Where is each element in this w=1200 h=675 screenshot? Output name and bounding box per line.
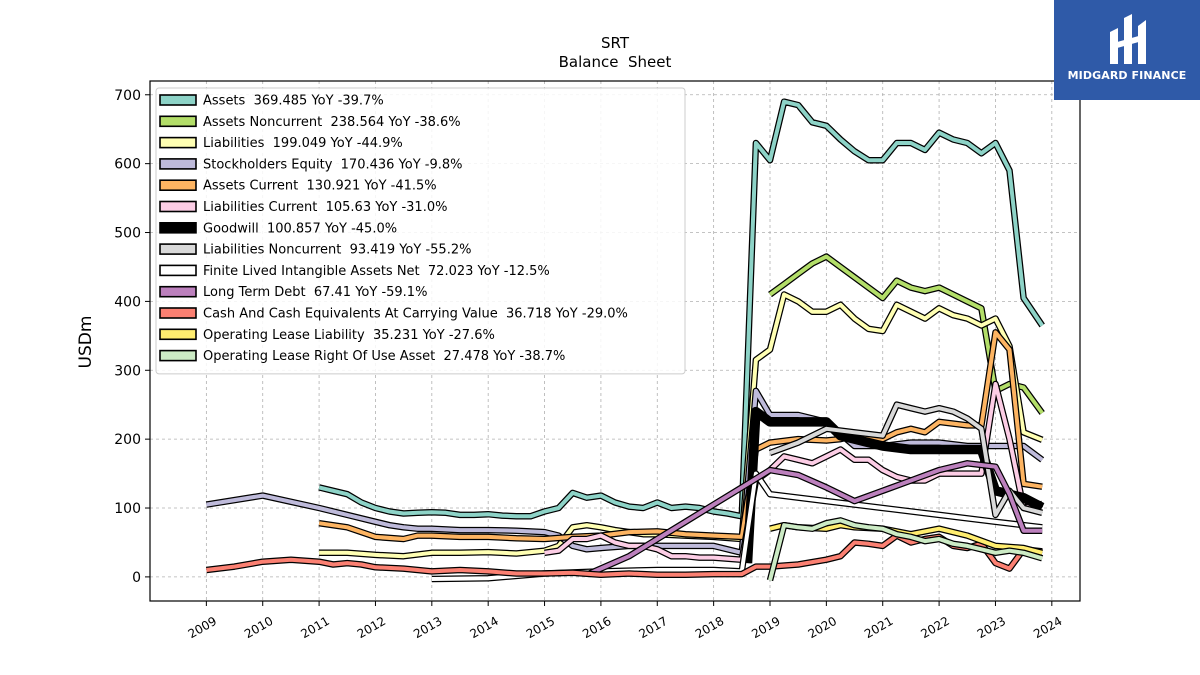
x-tick-label: 2013 [411, 614, 444, 641]
series-line-0 [318, 98, 1045, 520]
legend-label: Long Term Debt 67.41 YoY -59.1% [203, 285, 427, 300]
series-stroke [769, 402, 1043, 517]
series-stroke [768, 254, 1044, 415]
midgard-finance-logo: MIDGARD FINANCE [1054, 0, 1200, 100]
legend-swatch [159, 285, 197, 298]
x-tick-label: 2024 [1031, 614, 1064, 641]
legend-swatch [159, 136, 197, 149]
y-tick-label: 300 [114, 363, 141, 379]
x-tick-label: 2017 [637, 614, 670, 641]
legend-label: Liabilities 199.049 YoY -44.9% [203, 136, 403, 151]
chart-subtitle: Balance Sheet [559, 53, 672, 71]
series-stroke [588, 461, 1043, 576]
chart-title: SRT [601, 34, 630, 52]
x-tick-label: 2016 [580, 614, 613, 641]
x-tick-label: 2023 [975, 614, 1008, 641]
logo-mark-icon [1110, 14, 1146, 64]
x-tick-label: 2010 [242, 614, 275, 641]
series-line-9 [588, 460, 1043, 577]
legend-swatch [159, 349, 197, 362]
series-stroke [544, 382, 1043, 562]
legend-label: Goodwill 100.857 YoY -45.0% [203, 221, 397, 236]
legend-label: Assets 369.485 YoY -39.7% [203, 94, 384, 109]
y-tick-label: 200 [114, 432, 141, 448]
legend-label: Operating Lease Right Of Use Asset 27.47… [203, 349, 565, 364]
legend-swatch [159, 94, 197, 106]
series-line-1 [768, 253, 1045, 415]
series-stroke [318, 99, 1044, 519]
x-tick-label: 2015 [524, 614, 557, 641]
legend-label: Cash And Cash Equivalents At Carrying Va… [203, 307, 628, 322]
legend-swatch [159, 200, 197, 213]
x-tick-label: 2014 [467, 614, 500, 641]
legend-swatch [159, 158, 197, 170]
legend-swatch [159, 264, 197, 277]
series-line-5 [544, 380, 1043, 563]
series-line-12 [766, 517, 1044, 582]
series-line-2 [319, 291, 1044, 560]
x-tick-label: 2022 [918, 614, 951, 641]
legend-swatch [159, 222, 197, 234]
y-tick-label: 600 [114, 157, 141, 173]
x-tick-label: 2019 [749, 614, 782, 641]
legend-swatch [159, 179, 197, 191]
legend-swatch [159, 307, 197, 319]
series-lines [205, 98, 1045, 583]
legend-swatch [159, 243, 197, 255]
legend-label: Assets Current 130.921 YoY -41.5% [203, 179, 437, 194]
legend-label: Liabilities Current 105.63 YoY -31.0% [203, 200, 447, 215]
legend-label: Assets Noncurrent 238.564 YoY -38.6% [203, 115, 461, 130]
series-stroke [319, 292, 1043, 559]
legend-label: Liabilities Noncurrent 93.419 YoY -55.2% [203, 243, 471, 258]
legend: Assets 369.485 YoY -39.7% Assets Noncurre… [155, 87, 686, 375]
y-tick-label: 0 [132, 570, 141, 586]
x-tick-label: 2018 [693, 614, 726, 641]
series-line-7 [768, 401, 1044, 519]
series-stroke [768, 518, 1043, 581]
x-tick-label: 2021 [862, 614, 895, 641]
legend-label: Stockholders Equity 170.436 YoY -9.8% [203, 157, 463, 172]
y-tick-label: 700 [114, 88, 141, 104]
legend-box [155, 87, 686, 375]
x-tick-label: 2009 [186, 614, 219, 641]
plot-frame [149, 80, 1081, 602]
legend-swatch [159, 115, 197, 128]
y-tick-label: 500 [114, 226, 141, 242]
logo-text: MIDGARD FINANCE [1067, 69, 1187, 82]
legend-label: Finite Lived Intangible Assets Net 72.02… [203, 264, 550, 279]
y-axis-label: USDm [76, 316, 96, 369]
x-tick-label: 2011 [298, 614, 331, 641]
y-tick-label: 400 [114, 294, 141, 310]
x-tick-label: 2020 [806, 614, 839, 641]
y-tick-label: 100 [114, 501, 141, 517]
legend-label: Operating Lease Liability 35.231 YoY -27… [203, 328, 495, 343]
x-tick-label: 2012 [355, 614, 388, 641]
legend-swatch [159, 328, 197, 341]
